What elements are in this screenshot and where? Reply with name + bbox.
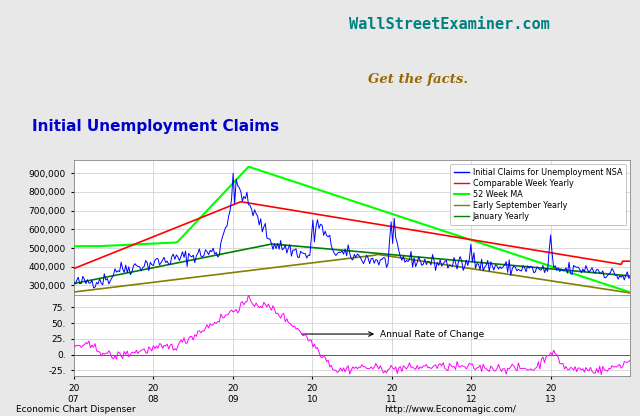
Text: Get the facts.: Get the facts. — [368, 73, 468, 86]
Text: Economic Chart Dispenser: Economic Chart Dispenser — [16, 405, 136, 414]
Text: Initial Unemployment Claims: Initial Unemployment Claims — [32, 119, 279, 134]
Legend: Initial Claims for Unemployment NSA, Comparable Week Yearly, 52 Week MA, Early S: Initial Claims for Unemployment NSA, Com… — [451, 164, 627, 225]
Text: http://www.Economagic.com/: http://www.Economagic.com/ — [384, 405, 516, 414]
Text: WallStreetExaminer.com: WallStreetExaminer.com — [349, 17, 550, 32]
Text: Annual Rate of Change: Annual Rate of Change — [302, 329, 484, 339]
